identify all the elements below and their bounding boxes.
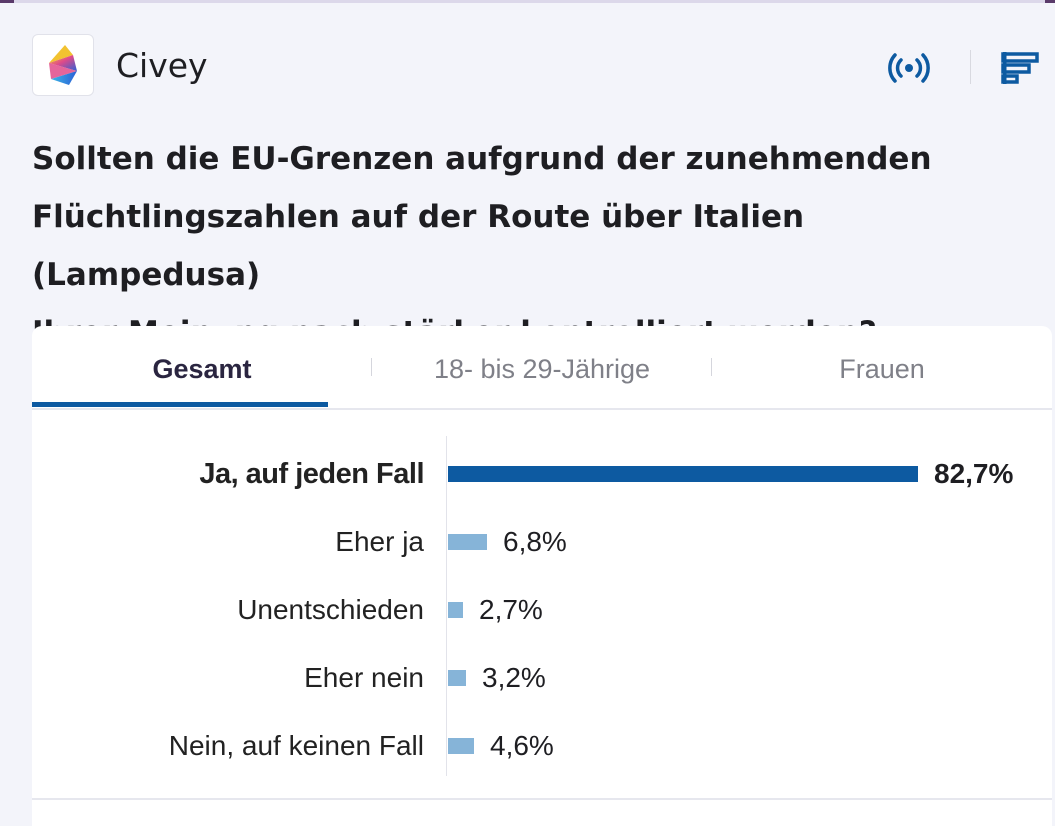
- poll-question-line: Flüchtlingszahlen auf der Route über Ita…: [32, 199, 805, 293]
- chart-row: Ja, auf jeden Fall 82,7%: [32, 454, 1052, 494]
- tab-separator: [371, 358, 372, 376]
- chart-bar: [448, 534, 487, 550]
- chart-category-label: Eher nein: [304, 662, 424, 693]
- top-border-accent-right: [1045, 0, 1055, 3]
- tab-18-29[interactable]: 18- bis 29-Jährige: [433, 354, 651, 384]
- header: Civey: [0, 20, 1055, 112]
- top-border-accent-left: [0, 0, 14, 3]
- menu-bars-icon: [1001, 52, 1039, 84]
- chart-bar: [448, 738, 474, 754]
- chart-bar: [448, 670, 466, 686]
- chart-category-label: Ja, auf jeden Fall: [199, 458, 424, 490]
- results-card: Gesamt 18- bis 29-Jährige Frauen Ja, auf…: [32, 326, 1052, 826]
- tab-frauen[interactable]: Frauen: [839, 354, 925, 384]
- civey-logo-icon[interactable]: [32, 34, 94, 96]
- tab-gesamt[interactable]: Gesamt: [152, 354, 252, 384]
- chart-category-label: Unentschieden: [237, 594, 424, 625]
- broadcast-icon: [888, 53, 930, 83]
- chart-category-label: Nein, auf keinen Fall: [168, 730, 424, 761]
- menu-button[interactable]: [998, 48, 1042, 88]
- card-divider: [32, 798, 1052, 800]
- chart-value-label: 3,2%: [482, 662, 546, 693]
- header-divider: [970, 50, 971, 84]
- chart-value-label: 6,8%: [503, 526, 567, 557]
- chart-row: Unentschieden 2,7%: [32, 590, 1052, 630]
- tab-bar: Gesamt 18- bis 29-Jährige Frauen: [32, 326, 1052, 410]
- chart-value-label: 82,7%: [934, 458, 1014, 489]
- civey-logo-graphic: [49, 45, 77, 85]
- top-border: [0, 0, 1055, 3]
- active-tab-indicator: [32, 402, 328, 407]
- chart-value-label: 4,6%: [490, 730, 554, 761]
- poll-question-line: Sollten die EU-Grenzen aufgrund der zune…: [32, 141, 932, 177]
- chart-bar: [448, 602, 463, 618]
- results-bar-chart: Ja, auf jeden Fall 82,7% Eher ja 6,8% Unents…: [32, 434, 1052, 779]
- brand-name: Civey: [116, 46, 208, 85]
- chart-row: Eher ja 6,8%: [32, 522, 1052, 562]
- live-button[interactable]: [888, 48, 930, 88]
- chart-bar: [448, 466, 918, 482]
- chart-axis-line: [446, 436, 447, 776]
- chart-category-label: Eher ja: [335, 526, 424, 557]
- chart-row: Eher nein 3,2%: [32, 658, 1052, 698]
- tab-separator: [711, 358, 712, 376]
- chart-row: Nein, auf keinen Fall 4,6%: [32, 726, 1052, 766]
- chart-value-label: 2,7%: [479, 594, 543, 625]
